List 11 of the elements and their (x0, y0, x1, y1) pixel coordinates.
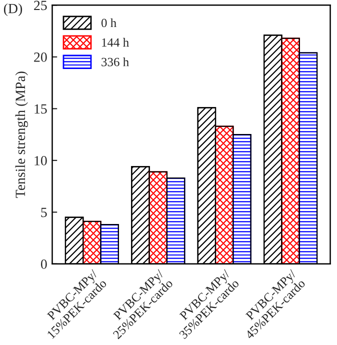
legend-label: 144 h (102, 38, 129, 47)
legend-label: 0 h (101, 18, 116, 28)
y-tick-label: 5 (41, 208, 47, 218)
y-tick-label: 20 (34, 52, 47, 62)
y-axis-title: Tensile strength (MPa) (15, 72, 28, 198)
y-tick-label: 10 (34, 156, 47, 166)
y-tick-label: 0 (40, 260, 47, 269)
chart-title: (D) (4, 3, 22, 16)
y-tick-label: 25 (34, 0, 47, 10)
y-tick-label: 15 (34, 104, 47, 114)
legend-label: 336 h (102, 57, 129, 66)
